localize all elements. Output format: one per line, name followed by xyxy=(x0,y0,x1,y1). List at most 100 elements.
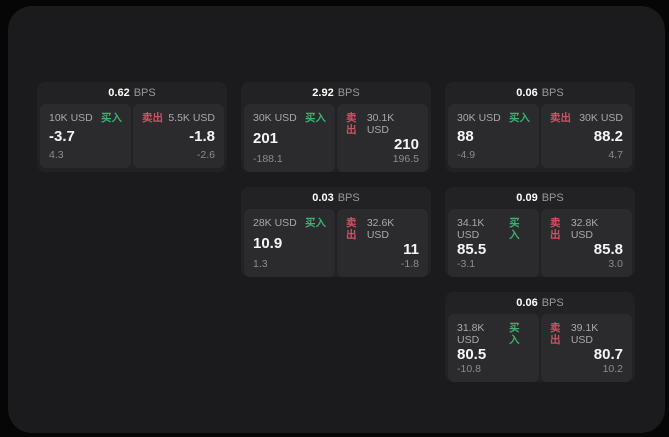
buy-delta: -10.8 xyxy=(457,363,481,375)
quote-card-body: 28K USD 买入 10.9 1.3 卖出 32.6K USD 11 -1.8 xyxy=(241,209,431,277)
buy-amount: 34.1K USD xyxy=(457,217,485,241)
buy-delta: 1.3 xyxy=(253,258,268,270)
bps-header: 0.06 BPS xyxy=(445,292,635,314)
buy-side-label: 买入 xyxy=(305,112,326,124)
buy-amount: 28K USD xyxy=(253,217,297,229)
buy-side-label: 买入 xyxy=(509,322,520,346)
buy-pane[interactable]: 31.8K USD 买入 80.5 -10.8 xyxy=(448,314,539,382)
bps-unit-label: BPS xyxy=(541,87,564,99)
buy-pane-top-row: 34.1K USD 买入 xyxy=(457,217,530,241)
sell-pane[interactable]: 卖出 30K USD 88.2 4.7 xyxy=(541,104,632,168)
buy-pane-top-row: 31.8K USD 买入 xyxy=(457,322,530,346)
buy-pane[interactable]: 30K USD 买入 88 -4.9 xyxy=(448,104,539,168)
bps-unit-label: BPS xyxy=(337,87,360,99)
bps-header: 2.92 BPS xyxy=(241,82,431,104)
buy-pane-top-row: 30K USD 买入 xyxy=(253,112,326,124)
sell-price: 85.8 xyxy=(593,241,623,258)
sell-amount: 30K USD xyxy=(579,112,623,124)
buy-delta: 4.3 xyxy=(49,149,64,161)
buy-side-label: 买入 xyxy=(305,217,326,229)
buy-pane[interactable]: 10K USD 买入 -3.7 4.3 xyxy=(40,104,131,168)
quotes-grid: 0.62 BPS 10K USD 买入 -3.7 4.3 卖出 5.5K USD xyxy=(37,82,635,382)
bps-unit-label: BPS xyxy=(541,192,564,204)
sell-pane-top-row: 卖出 39.1K USD xyxy=(550,322,623,346)
buy-pane-top-row: 10K USD 买入 xyxy=(49,112,122,124)
sell-side-label: 卖出 xyxy=(142,112,163,124)
buy-price: 80.5 xyxy=(457,346,487,363)
sell-amount: 5.5K USD xyxy=(168,112,215,124)
sell-pane[interactable]: 卖出 39.1K USD 80.7 10.2 xyxy=(541,314,632,382)
bps-value: 0.62 xyxy=(108,87,130,99)
buy-pane-top-row: 30K USD 买入 xyxy=(457,112,530,124)
sell-amount: 32.6K USD xyxy=(366,217,395,241)
bps-value: 0.09 xyxy=(516,192,538,204)
bps-value: 2.92 xyxy=(312,87,334,99)
sell-delta: -1.8 xyxy=(400,258,419,270)
buy-amount: 30K USD xyxy=(253,112,297,124)
quote-card[interactable]: 0.62 BPS 10K USD 买入 -3.7 4.3 卖出 5.5K USD xyxy=(37,82,227,172)
quote-card[interactable]: 0.06 BPS 30K USD 买入 88 -4.9 卖出 30K USD xyxy=(445,82,635,172)
sell-delta: 3.0 xyxy=(608,258,623,270)
bps-header: 0.09 BPS xyxy=(445,187,635,209)
buy-side-label: 买入 xyxy=(509,217,520,241)
buy-delta: -4.9 xyxy=(457,149,476,161)
quote-card-body: 31.8K USD 买入 80.5 -10.8 卖出 39.1K USD 80.… xyxy=(445,314,635,382)
sell-pane-top-row: 卖出 30.1K USD xyxy=(346,112,419,136)
sell-delta: 4.7 xyxy=(608,149,623,161)
bps-header: 0.03 BPS xyxy=(241,187,431,209)
sell-delta: 10.2 xyxy=(602,363,623,375)
sell-amount: 39.1K USD xyxy=(570,322,599,346)
buy-delta: -188.1 xyxy=(253,153,283,165)
bps-value: 0.06 xyxy=(516,87,538,99)
buy-side-label: 买入 xyxy=(101,112,122,124)
buy-price: 85.5 xyxy=(457,241,487,258)
buy-pane[interactable]: 34.1K USD 买入 85.5 -3.1 xyxy=(448,209,539,277)
buy-amount: 30K USD xyxy=(457,112,501,124)
quote-card[interactable]: 0.03 BPS 28K USD 买入 10.9 1.3 卖出 32.6K US… xyxy=(241,187,431,277)
buy-pane-top-row: 28K USD 买入 xyxy=(253,217,326,229)
quote-card[interactable]: 2.92 BPS 30K USD 买入 201 -188.1 卖出 30.1K … xyxy=(241,82,431,172)
sell-delta: 196.5 xyxy=(392,153,419,165)
sell-price: 80.7 xyxy=(593,346,623,363)
bps-value: 0.03 xyxy=(312,192,334,204)
buy-price: 88 xyxy=(457,128,474,145)
sell-delta: -2.6 xyxy=(196,149,215,161)
sell-side-label: 卖出 xyxy=(550,322,561,346)
buy-pane[interactable]: 30K USD 买入 201 -188.1 xyxy=(244,104,335,172)
quote-card-body: 30K USD 买入 88 -4.9 卖出 30K USD 88.2 4.7 xyxy=(445,104,635,172)
buy-amount: 10K USD xyxy=(49,112,93,124)
sell-side-label: 卖出 xyxy=(346,112,357,136)
sell-pane-top-row: 卖出 30K USD xyxy=(550,112,623,124)
buy-price: 201 xyxy=(253,130,279,147)
sell-pane[interactable]: 卖出 32.6K USD 11 -1.8 xyxy=(337,209,428,277)
sell-pane-top-row: 卖出 32.8K USD xyxy=(550,217,623,241)
buy-pane[interactable]: 28K USD 买入 10.9 1.3 xyxy=(244,209,335,277)
sell-price: 11 xyxy=(403,241,419,258)
buy-price: 10.9 xyxy=(253,235,283,252)
sell-pane[interactable]: 卖出 32.8K USD 85.8 3.0 xyxy=(541,209,632,277)
bps-header: 0.62 BPS xyxy=(37,82,227,104)
sell-pane[interactable]: 卖出 5.5K USD -1.8 -2.6 xyxy=(133,104,224,168)
sell-amount: 32.8K USD xyxy=(570,217,599,241)
bps-value: 0.06 xyxy=(516,297,538,309)
bps-unit-label: BPS xyxy=(337,192,360,204)
buy-amount: 31.8K USD xyxy=(457,322,485,346)
quote-card-body: 30K USD 买入 201 -188.1 卖出 30.1K USD 210 1… xyxy=(241,104,431,172)
sell-side-label: 卖出 xyxy=(550,112,571,124)
sell-pane[interactable]: 卖出 30.1K USD 210 196.5 xyxy=(337,104,428,172)
buy-side-label: 买入 xyxy=(509,112,530,124)
sell-side-label: 卖出 xyxy=(550,217,561,241)
quote-card-body: 10K USD 买入 -3.7 4.3 卖出 5.5K USD -1.8 -2.… xyxy=(37,104,227,172)
bps-unit-label: BPS xyxy=(541,297,564,309)
sell-price: 88.2 xyxy=(593,128,623,145)
sell-pane-top-row: 卖出 5.5K USD xyxy=(142,112,215,124)
sell-pane-top-row: 卖出 32.6K USD xyxy=(346,217,419,241)
buy-delta: -3.1 xyxy=(457,258,476,270)
sell-price: 210 xyxy=(393,136,419,153)
bps-header: 0.06 BPS xyxy=(445,82,635,104)
quote-card[interactable]: 0.09 BPS 34.1K USD 买入 85.5 -3.1 卖出 32.8K… xyxy=(445,187,635,277)
bps-unit-label: BPS xyxy=(133,87,156,99)
sell-amount: 30.1K USD xyxy=(366,112,395,136)
quote-card-body: 34.1K USD 买入 85.5 -3.1 卖出 32.8K USD 85.8… xyxy=(445,209,635,277)
quote-card[interactable]: 0.06 BPS 31.8K USD 买入 80.5 -10.8 卖出 39.1… xyxy=(445,292,635,382)
